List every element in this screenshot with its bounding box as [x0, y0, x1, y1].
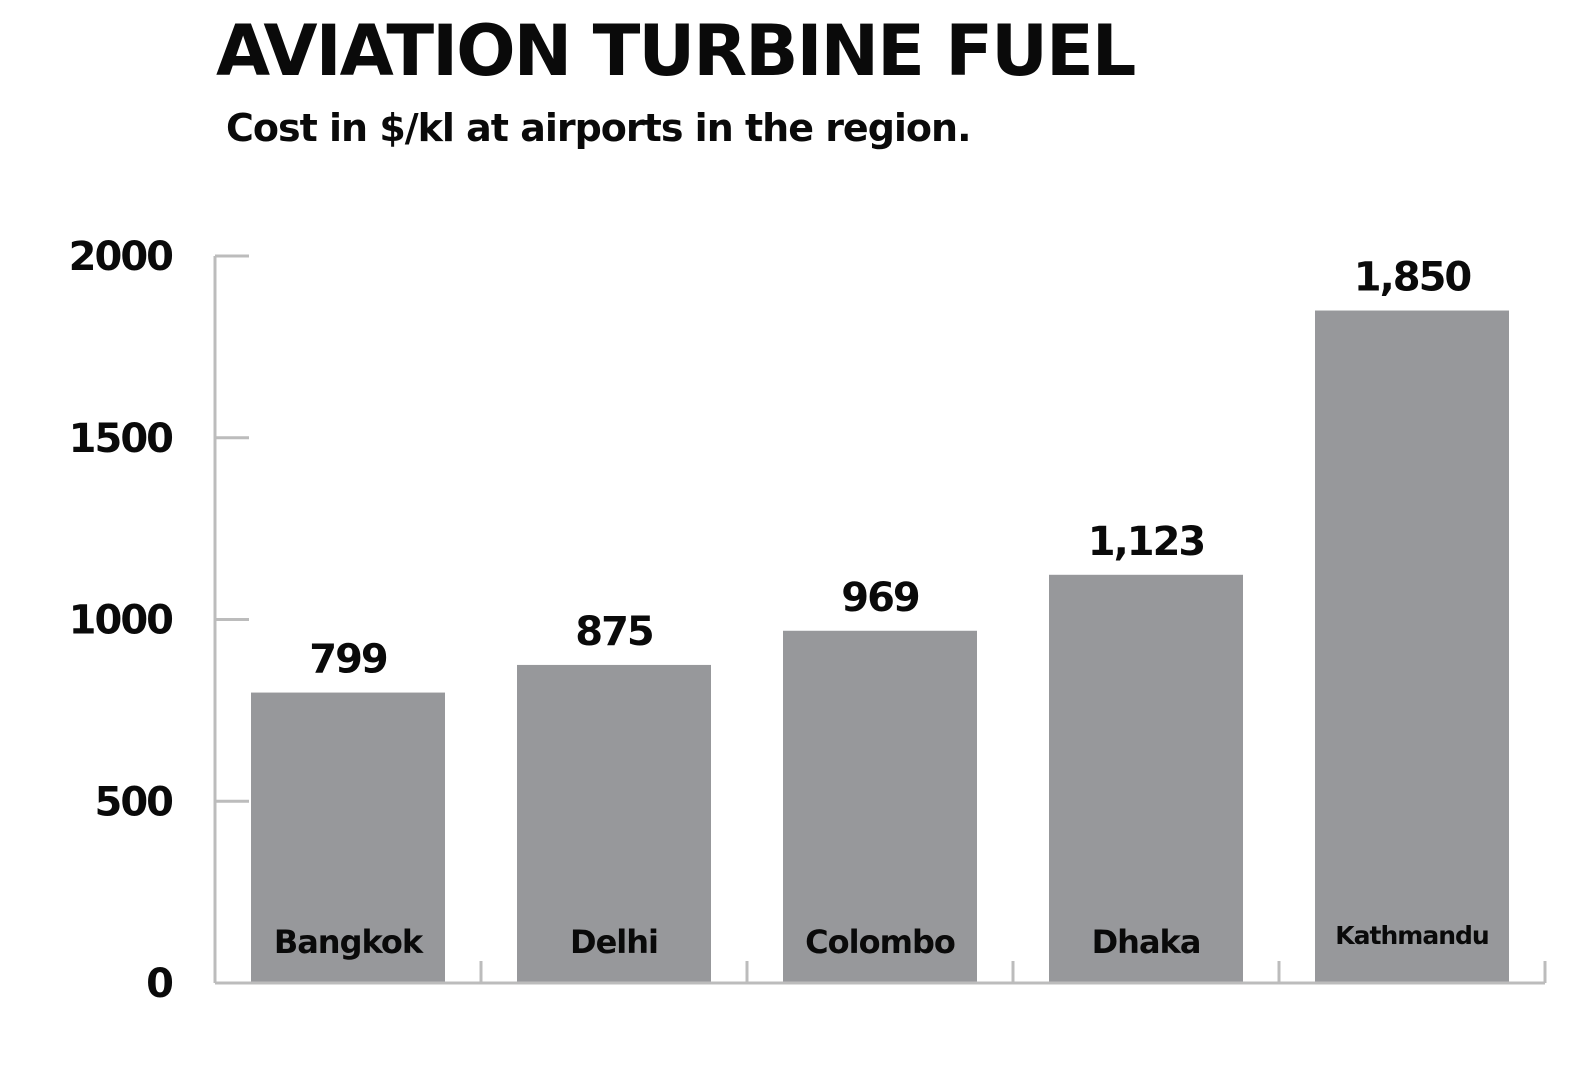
x-tick-label: Dhaka	[1092, 923, 1201, 961]
x-tick-label: Colombo	[805, 923, 955, 961]
y-tick-label: 1500	[69, 416, 172, 462]
bar-dhaka	[1049, 574, 1243, 983]
y-tick-label: 0	[146, 961, 172, 1007]
bar-kathmandu	[1315, 310, 1509, 983]
bar-colombo	[783, 630, 977, 983]
chart-subtitle: Cost in $/kl at airports in the region.	[226, 106, 972, 150]
y-tick-label: 500	[95, 779, 173, 825]
data-label: 1,123	[1088, 519, 1205, 565]
bar-bangkok	[251, 692, 445, 983]
bar-delhi	[517, 664, 711, 983]
y-tick-label: 2000	[69, 234, 172, 280]
chart-title: AVIATION TURBINE FUEL	[216, 10, 1136, 92]
x-tick-label: Bangkok	[274, 923, 424, 961]
data-label: 1,850	[1354, 255, 1471, 301]
y-tick-label: 1000	[69, 598, 172, 644]
data-label: 875	[575, 609, 653, 655]
x-tick-label: Delhi	[570, 923, 658, 961]
x-tick-label: Kathmandu	[1335, 921, 1488, 950]
data-label: 969	[841, 575, 919, 621]
data-label: 799	[309, 637, 387, 683]
